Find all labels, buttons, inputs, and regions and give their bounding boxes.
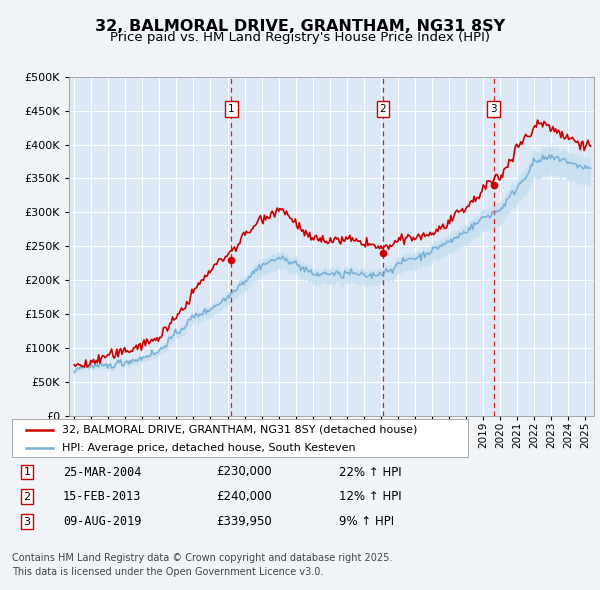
Text: 22% ↑ HPI: 22% ↑ HPI xyxy=(339,466,401,478)
Text: 15-FEB-2013: 15-FEB-2013 xyxy=(63,490,142,503)
Text: 2: 2 xyxy=(380,104,386,114)
Text: 3: 3 xyxy=(23,517,31,526)
Text: 25-MAR-2004: 25-MAR-2004 xyxy=(63,466,142,478)
Text: 32, BALMORAL DRIVE, GRANTHAM, NG31 8SY: 32, BALMORAL DRIVE, GRANTHAM, NG31 8SY xyxy=(95,19,505,34)
Text: £230,000: £230,000 xyxy=(216,466,272,478)
Text: 09-AUG-2019: 09-AUG-2019 xyxy=(63,515,142,528)
Text: 9% ↑ HPI: 9% ↑ HPI xyxy=(339,515,394,528)
Text: 12% ↑ HPI: 12% ↑ HPI xyxy=(339,490,401,503)
Text: 1: 1 xyxy=(228,104,235,114)
Text: Price paid vs. HM Land Registry's House Price Index (HPI): Price paid vs. HM Land Registry's House … xyxy=(110,31,490,44)
Text: £240,000: £240,000 xyxy=(216,490,272,503)
Text: 32, BALMORAL DRIVE, GRANTHAM, NG31 8SY (detached house): 32, BALMORAL DRIVE, GRANTHAM, NG31 8SY (… xyxy=(62,425,418,435)
Text: 3: 3 xyxy=(490,104,497,114)
Text: £339,950: £339,950 xyxy=(216,515,272,528)
Text: This data is licensed under the Open Government Licence v3.0.: This data is licensed under the Open Gov… xyxy=(12,567,323,577)
Text: Contains HM Land Registry data © Crown copyright and database right 2025.: Contains HM Land Registry data © Crown c… xyxy=(12,553,392,563)
Text: 1: 1 xyxy=(23,467,31,477)
Text: HPI: Average price, detached house, South Kesteven: HPI: Average price, detached house, Sout… xyxy=(62,442,356,453)
Text: 2: 2 xyxy=(23,492,31,502)
